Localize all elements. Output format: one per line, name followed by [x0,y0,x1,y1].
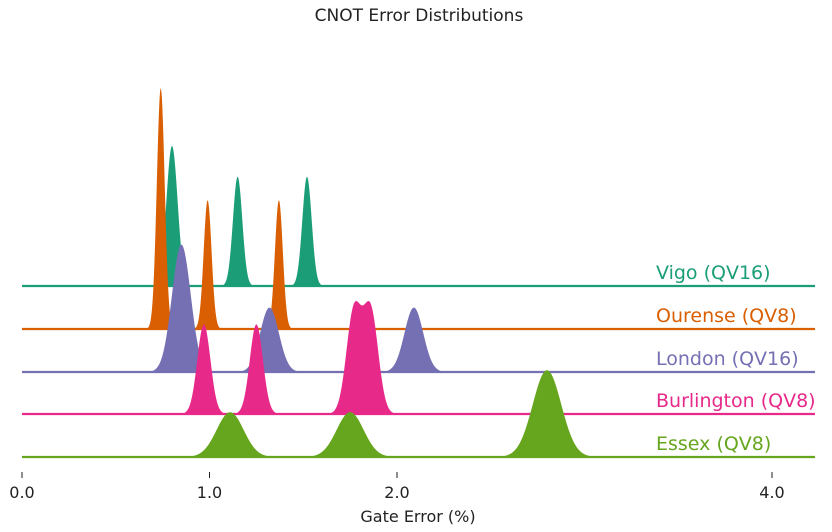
x-tick-label: 4.0 [759,483,784,502]
ridge-essex: Essex (QV8) [22,370,815,459]
ridge-area [22,370,815,457]
ridge-area [22,244,815,372]
series-label: London (QV16) [656,348,799,370]
ridge-series-group: Vigo (QV16) Ourense (QV8) London (QV16) Bur… [22,88,816,459]
x-axis-label: Gate Error (%) [360,507,475,526]
series-label: Vigo (QV16) [656,262,771,284]
ridge-london: London (QV16) [22,244,815,374]
series-label: Ourense (QV8) [656,305,797,327]
series-label: Essex (QV8) [656,433,771,455]
ridge-burlington: Burlington (QV8) [22,301,816,416]
x-tick-label: 2.0 [384,483,409,502]
x-tick-label: 1.0 [197,483,222,502]
ridge-ourense: Ourense (QV8) [22,88,815,331]
x-tick-label: 0.0 [9,483,34,502]
ridge-vigo: Vigo (QV16) [22,146,815,288]
ridge-area [22,88,815,330]
x-axis-ticks: 0.0 1.0 2.0 4.0 [9,472,785,502]
series-label: Burlington (QV8) [656,390,816,412]
chart-title: CNOT Error Distributions [315,6,524,26]
